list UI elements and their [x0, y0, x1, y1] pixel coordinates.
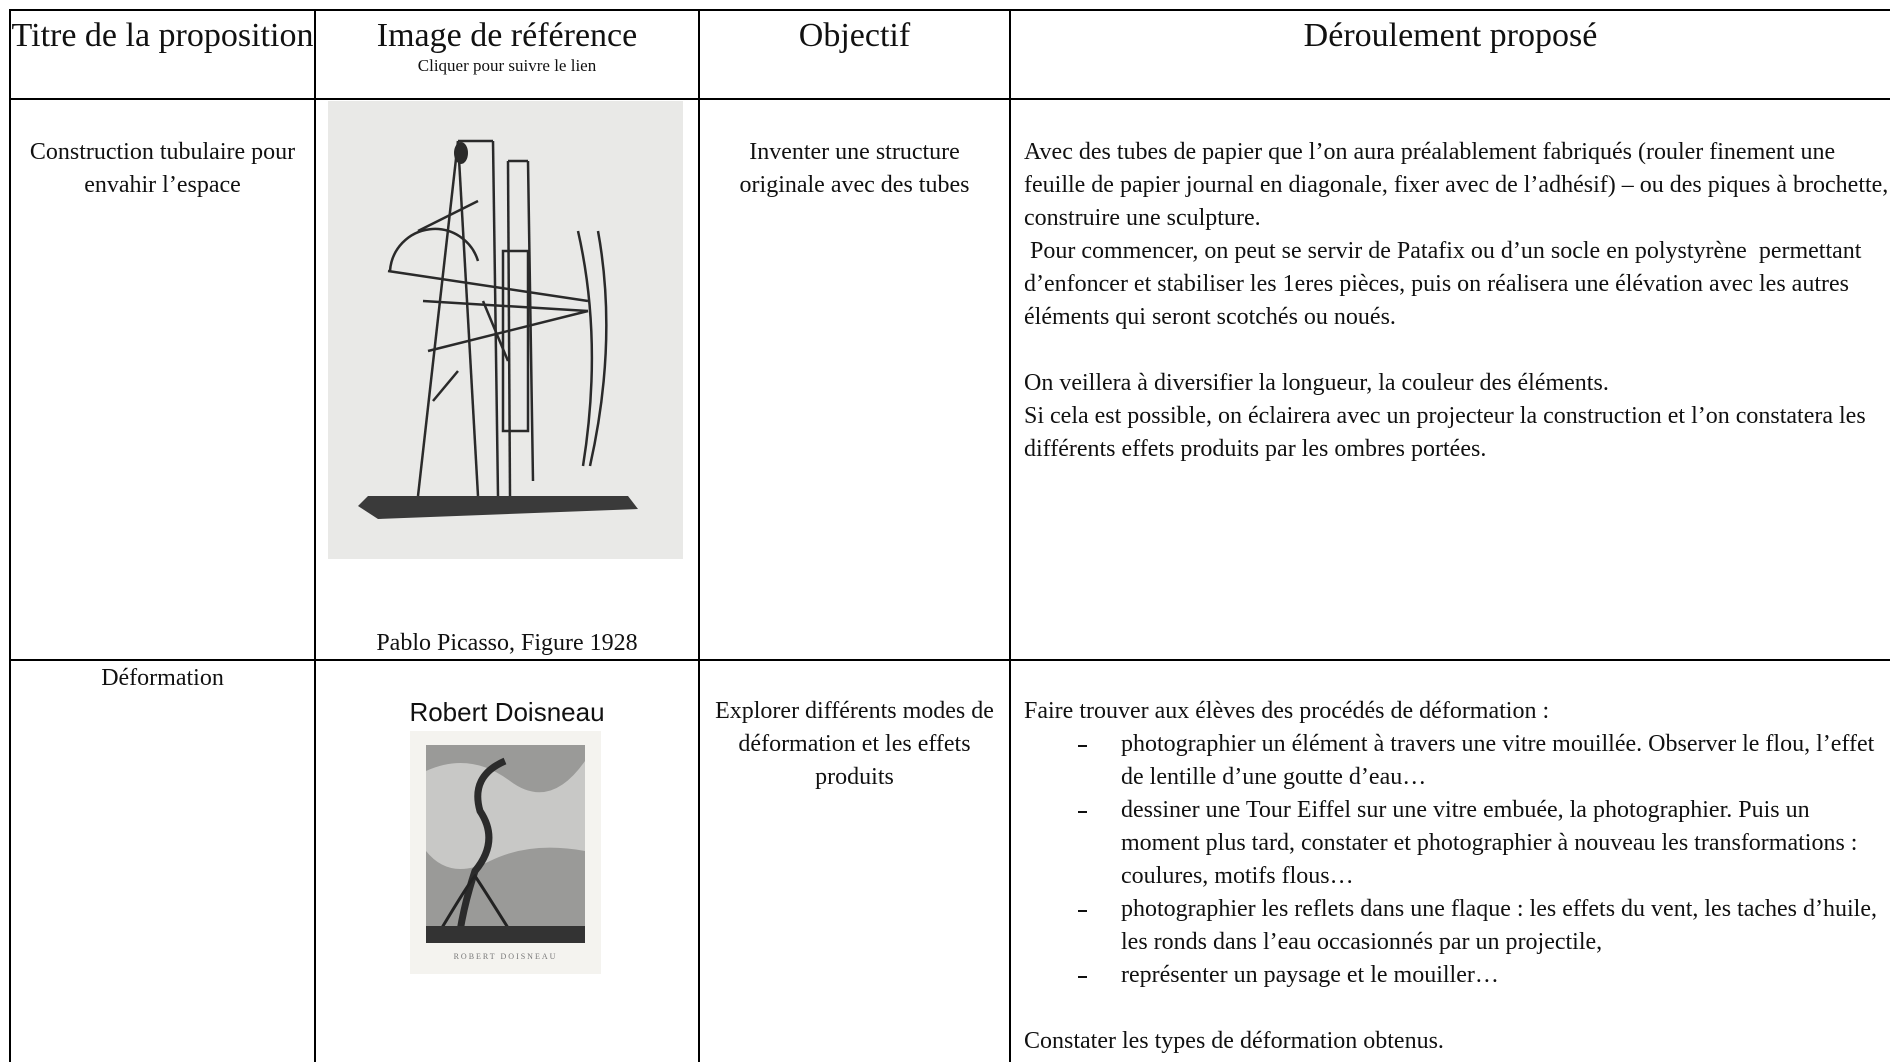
paragraph: Si cela est possible, on éclairera avec …: [1024, 403, 1866, 462]
list-item: dessiner une Tour Eiffel sur une vitre e…: [1024, 794, 1890, 893]
image-heading: Robert Doisneau: [409, 697, 605, 727]
header-cell: Objectif: [798, 17, 911, 54]
bullet-dash: [1078, 976, 1087, 978]
list-item: photographier un élément à travers une v…: [1024, 728, 1890, 794]
bullet-dash: [1078, 745, 1087, 747]
list-text: photographier un élément à travers une v…: [1121, 731, 1875, 790]
table-border: [314, 9, 316, 1062]
header-cell: Image de référence Cliquer pour suivre l…: [316, 16, 698, 76]
table-border: [9, 9, 11, 1062]
objective: Explorer différents modes de déformation…: [715, 698, 994, 790]
list-item: représenter un paysage et le mouiller…: [1024, 959, 1890, 992]
paragraph: Faire trouver aux élèves des procédés de…: [1024, 698, 1550, 724]
paragraph: Constater les types de déformation obten…: [1024, 1028, 1444, 1054]
table-border: [9, 659, 1890, 661]
image-inscription: ROBERT DOISNEAU: [454, 952, 558, 961]
procedure: Avec des tubes de papier que l’on aura p…: [1024, 136, 1890, 466]
row-title: Déformation: [101, 665, 224, 691]
table-border: [9, 9, 1890, 11]
paragraph: On veillera à diversifier la longueur, l…: [1024, 370, 1609, 396]
header-title: Image de référence: [376, 17, 638, 54]
row-title: Construction tubulaire pour envahir l’es…: [29, 139, 296, 198]
procedure: Faire trouver aux élèves des procédés de…: [1024, 695, 1890, 1058]
reference-image[interactable]: [328, 101, 683, 559]
objective: Inventer une structure originale avec de…: [739, 139, 970, 198]
list-text: photographier les reflets dans une flaqu…: [1121, 896, 1877, 955]
header-cell: Déroulement proposé: [1303, 17, 1598, 54]
reference-image[interactable]: ROBERT DOISNEAU: [410, 731, 601, 974]
table-border: [698, 9, 700, 1062]
image-caption: Pablo Picasso, Figure 1928: [376, 630, 638, 656]
list-text: dessiner une Tour Eiffel sur une vitre e…: [1121, 797, 1858, 889]
list-text: représenter un paysage et le mouiller…: [1121, 962, 1499, 988]
list-item: photographier les reflets dans une flaqu…: [1024, 893, 1890, 959]
paragraph: Pour commencer, on peut se servir de Pat…: [1024, 238, 1868, 330]
header-cell: Titre de la proposition: [11, 17, 314, 54]
header-subtitle[interactable]: Cliquer pour suivre le lien: [417, 56, 597, 75]
bullet-dash: [1078, 811, 1087, 813]
table-border: [9, 98, 1890, 100]
bullet-dash: [1078, 910, 1087, 912]
table-border: [1009, 9, 1011, 1062]
paragraph: Avec des tubes de papier que l’on aura p…: [1024, 139, 1889, 231]
